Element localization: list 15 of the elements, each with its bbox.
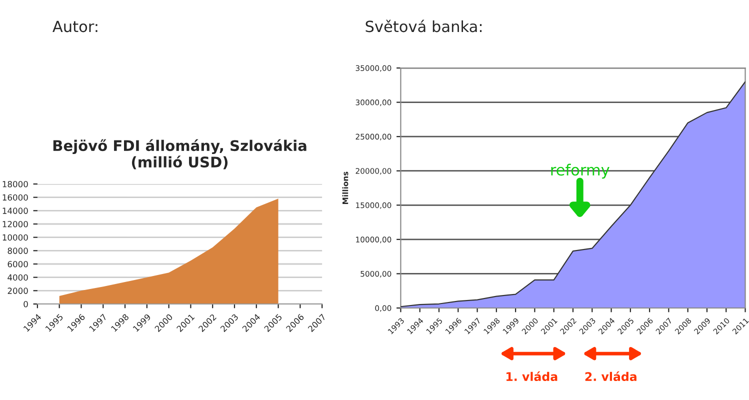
y-tick-label: 10000 bbox=[2, 234, 28, 241]
text: 1. vláda bbox=[506, 371, 558, 382]
y-tick-label: 4000 bbox=[8, 274, 28, 281]
y-tick-label: 18000 bbox=[2, 180, 28, 188]
text: 2. vláda bbox=[585, 371, 636, 382]
text: Autor: bbox=[52, 20, 98, 32]
y-tick-label: 16000 bbox=[2, 194, 28, 201]
chart-title: Bejövő FDI állomány, Szlovákia (millió USD) bbox=[53, 139, 306, 170]
y-tick-label: 8000 bbox=[8, 248, 28, 254]
y-tick-label: 6000 bbox=[8, 260, 28, 268]
chart-title: Světová banka: bbox=[366, 20, 482, 32]
y-tick-label: 2000 bbox=[8, 288, 28, 294]
y-tick-label: 12000 bbox=[2, 220, 28, 228]
y-tick-label: 0 bbox=[24, 300, 28, 308]
y-tick-label: 14000 bbox=[2, 208, 28, 214]
